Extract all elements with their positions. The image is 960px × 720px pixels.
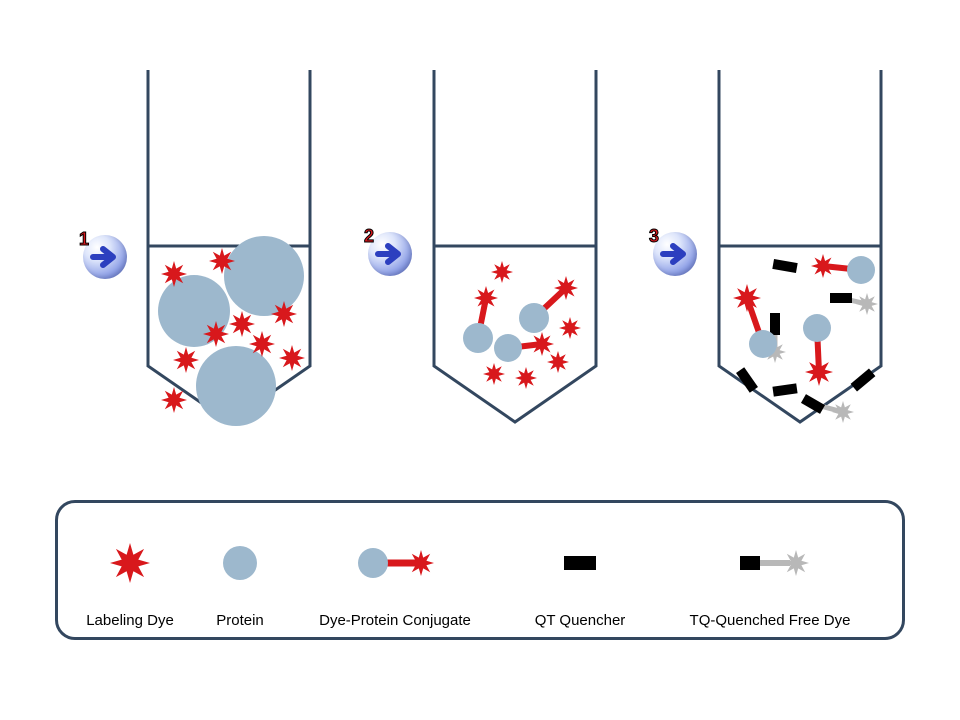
legend-label-conj: Dye-Protein Conjugate <box>319 612 471 629</box>
vessel-step-1 <box>144 66 314 426</box>
legend-label-quench: QT Quencher <box>535 612 626 629</box>
legend-icon-protein <box>180 538 300 593</box>
step-badge-1: 1 <box>83 235 127 279</box>
legend-icon-conj <box>335 538 455 593</box>
legend-icon-tqfree <box>710 538 830 593</box>
vessel-step-2 <box>430 66 600 426</box>
legend-icon-quench <box>520 538 640 593</box>
step-number: 2 <box>364 226 374 247</box>
legend-label-tqfree: TQ-Quenched Free Dye <box>690 612 851 629</box>
legend-icon-dye <box>70 538 190 593</box>
step-number: 3 <box>649 226 659 247</box>
step-number: 1 <box>79 229 89 250</box>
step-badge-3: 3 <box>653 232 697 276</box>
vessel-step-3 <box>715 66 885 426</box>
legend-label-dye: Labeling Dye <box>86 612 174 629</box>
legend-label-protein: Protein <box>216 612 264 629</box>
step-badge-2: 2 <box>368 232 412 276</box>
